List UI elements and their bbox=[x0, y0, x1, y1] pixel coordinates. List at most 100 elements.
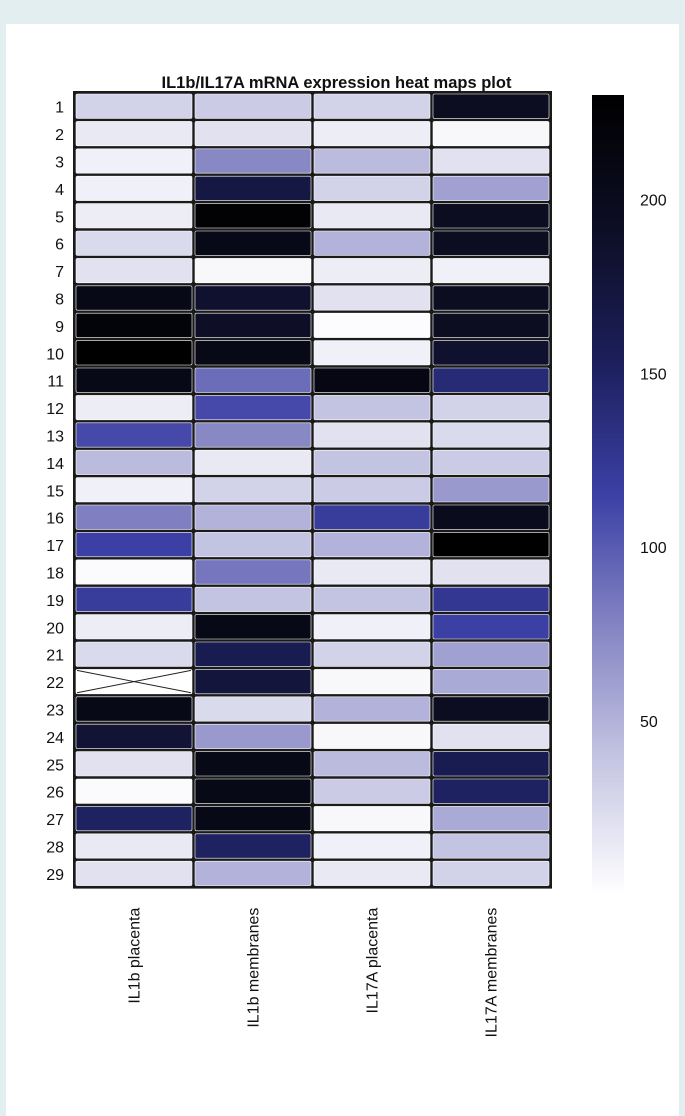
heatmap-cell bbox=[432, 778, 550, 804]
heatmap-cell bbox=[432, 258, 550, 284]
heatmap-cell bbox=[194, 312, 312, 338]
heatmap-cell bbox=[432, 696, 550, 722]
heatmap-cell bbox=[313, 230, 431, 256]
heatmap-cell bbox=[432, 477, 550, 503]
row-label: 3 bbox=[55, 155, 64, 172]
heatmap-cell bbox=[194, 504, 312, 530]
heatmap-cell bbox=[313, 312, 431, 338]
row-label: 2 bbox=[55, 127, 64, 144]
heatmap-cell bbox=[194, 121, 312, 147]
heatmap-cell bbox=[75, 586, 193, 612]
heatmap-cell bbox=[194, 860, 312, 886]
heatmap-cell bbox=[75, 285, 193, 311]
heatmap-cell bbox=[194, 696, 312, 722]
row-label: 18 bbox=[46, 566, 64, 583]
heatmap-cell bbox=[313, 751, 431, 777]
heatmap-cell bbox=[432, 93, 550, 119]
heatmap-cell bbox=[75, 203, 193, 229]
colorbar bbox=[592, 95, 624, 895]
column-label: IL1b membranes bbox=[246, 908, 263, 1028]
heatmap-cell bbox=[313, 121, 431, 147]
heatmap-cell bbox=[313, 504, 431, 530]
heatmap-cell bbox=[432, 806, 550, 832]
heatmap-cell bbox=[432, 230, 550, 256]
heatmap-cell bbox=[75, 641, 193, 667]
row-label: 8 bbox=[55, 292, 64, 309]
heatmap-cell bbox=[432, 669, 550, 695]
heatmap-cell bbox=[432, 723, 550, 749]
row-label: 27 bbox=[46, 812, 64, 829]
heatmap-cell bbox=[432, 395, 550, 421]
heatmap-cell bbox=[75, 532, 193, 558]
row-label: 12 bbox=[46, 401, 64, 418]
row-label: 17 bbox=[46, 538, 64, 555]
heatmap-cell bbox=[313, 93, 431, 119]
heatmap-cell bbox=[313, 449, 431, 475]
heatmap-cell bbox=[194, 586, 312, 612]
heatmap-cell bbox=[194, 285, 312, 311]
row-label: 4 bbox=[55, 182, 64, 199]
heatmap-cell bbox=[194, 258, 312, 284]
heatmap-cell bbox=[75, 93, 193, 119]
heatmap-cell bbox=[313, 559, 431, 585]
missing-cell-cross bbox=[76, 669, 192, 694]
heatmap-cell bbox=[75, 230, 193, 256]
heatmap-cell bbox=[313, 860, 431, 886]
column-label: IL17A placenta bbox=[365, 908, 382, 1014]
heatmap-cell bbox=[313, 422, 431, 448]
heatmap-cell bbox=[194, 422, 312, 448]
heatmap-cell bbox=[432, 367, 550, 393]
row-label: 5 bbox=[55, 209, 64, 226]
chart-title: IL1b/IL17A mRNA expression heat maps plo… bbox=[161, 74, 512, 92]
heatmap-cell bbox=[194, 806, 312, 832]
heatmap-cell bbox=[194, 449, 312, 475]
heatmap-cell bbox=[194, 230, 312, 256]
heatmap-cell bbox=[75, 778, 193, 804]
heatmap-cell bbox=[313, 367, 431, 393]
heatmap-cell bbox=[75, 860, 193, 886]
row-label: 23 bbox=[46, 703, 64, 720]
heatmap-cell bbox=[313, 148, 431, 174]
heatmap-cell bbox=[194, 614, 312, 640]
row-label: 24 bbox=[46, 730, 64, 747]
row-label: 9 bbox=[55, 319, 64, 336]
heatmap-cell bbox=[194, 751, 312, 777]
heatmap-cell bbox=[75, 806, 193, 832]
row-label: 1 bbox=[55, 100, 64, 117]
heatmap-cell bbox=[75, 614, 193, 640]
row-label: 21 bbox=[46, 648, 64, 665]
heatmap-cell bbox=[313, 258, 431, 284]
heatmap-cell bbox=[432, 614, 550, 640]
colorbar-tick-label: 150 bbox=[640, 366, 667, 383]
heatmap-cell bbox=[432, 504, 550, 530]
heatmap-cell bbox=[432, 860, 550, 886]
heatmap-cell bbox=[194, 778, 312, 804]
heatmap-cell bbox=[194, 148, 312, 174]
heatmap-cell bbox=[313, 723, 431, 749]
heatmap-cell bbox=[194, 367, 312, 393]
row-label: 26 bbox=[46, 785, 64, 802]
heatmap-cell bbox=[432, 340, 550, 366]
heatmap-cell bbox=[313, 340, 431, 366]
heatmap-cell bbox=[432, 285, 550, 311]
row-label: 11 bbox=[47, 374, 64, 391]
row-label: 15 bbox=[46, 483, 64, 500]
heatmap-cell bbox=[75, 175, 193, 201]
heatmap-cell bbox=[75, 696, 193, 722]
column-label: IL1b placenta bbox=[127, 907, 144, 1003]
heatmap-cell bbox=[194, 641, 312, 667]
heatmap-cell bbox=[75, 367, 193, 393]
colorbar-tick-label: 200 bbox=[640, 192, 667, 209]
heatmap-cell bbox=[75, 449, 193, 475]
heatmap-cell bbox=[75, 723, 193, 749]
heatmap-cell bbox=[194, 175, 312, 201]
heatmap-cell bbox=[313, 696, 431, 722]
heatmap-cell bbox=[194, 532, 312, 558]
heatmap-chart: 1234567891011121314151617181920212223242… bbox=[46, 91, 667, 1037]
heatmap-cell bbox=[75, 312, 193, 338]
row-label: 28 bbox=[46, 840, 64, 857]
row-label: 22 bbox=[46, 675, 64, 692]
row-label: 7 bbox=[55, 264, 64, 281]
row-label: 14 bbox=[46, 456, 64, 473]
heatmap-cell bbox=[432, 148, 550, 174]
